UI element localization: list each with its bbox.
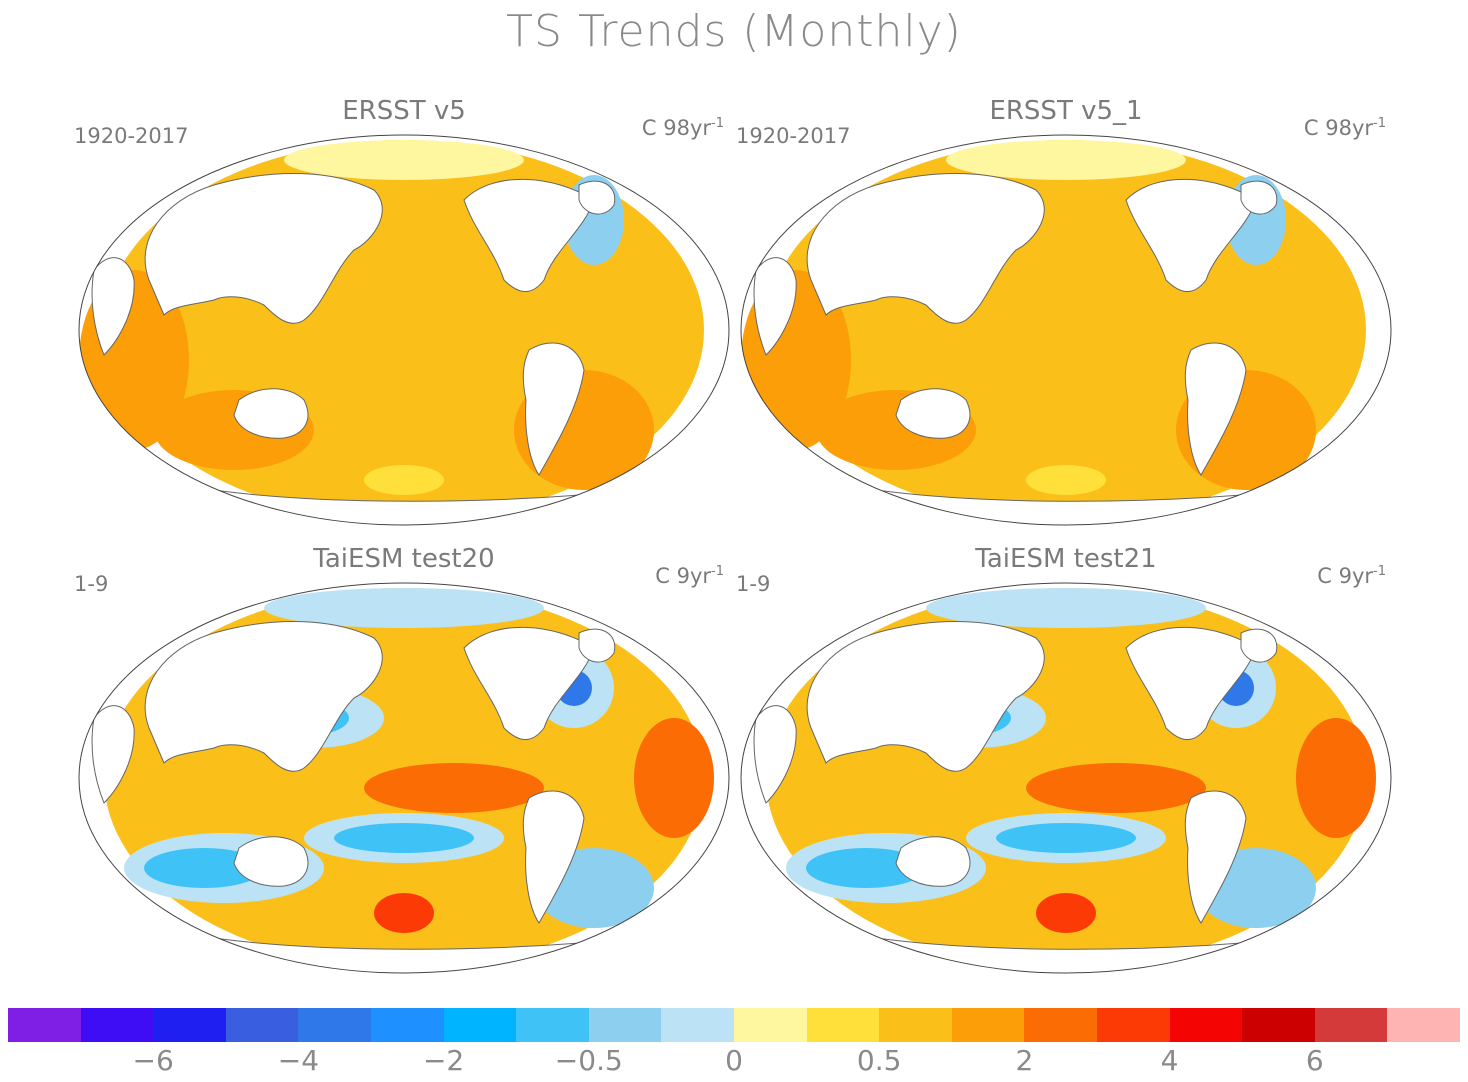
trend-region (1026, 465, 1106, 495)
world-map (740, 134, 1392, 526)
units-label: C 9yr-1 (1317, 564, 1386, 588)
landmass (578, 628, 616, 663)
colorbar-segment (443, 1008, 517, 1042)
landmass (753, 257, 797, 356)
landmass (1240, 180, 1278, 215)
landmass (1184, 342, 1247, 476)
landmass (895, 836, 971, 887)
trend-region (374, 893, 434, 933)
colorbar-tick-label: −2 (422, 1044, 465, 1077)
colorbar-segment (879, 1008, 952, 1042)
trend-region (1036, 893, 1096, 933)
panel-title: TaiESM test20 (313, 544, 495, 574)
units-label: C 98yr-1 (1303, 116, 1386, 140)
landmass (753, 705, 797, 804)
colorbar-tick-label: 4 (1160, 1044, 1179, 1077)
trend-region (926, 588, 1206, 628)
period-label: 1-9 (74, 572, 109, 596)
panel-title: TaiESM test21 (975, 544, 1157, 574)
world-map (78, 134, 730, 526)
trend-region (946, 140, 1186, 180)
ocean-field (91, 588, 714, 973)
colorbar (8, 1008, 1460, 1042)
landmass (463, 626, 595, 740)
colorbar-tick-label: 0 (725, 1044, 743, 1077)
colorbar-segment (1024, 1008, 1097, 1042)
landmass (806, 173, 1045, 324)
period-label: 1920-2017 (74, 124, 189, 148)
trend-region (264, 588, 544, 628)
landmass (144, 173, 383, 324)
colorbar-segment (225, 1008, 299, 1042)
units-label: C 98yr-1 (641, 116, 724, 140)
colorbar-segment (370, 1008, 444, 1042)
colorbar-segment (8, 1008, 81, 1042)
landmass (233, 836, 309, 887)
panel-title: ERSST v5_1 (989, 96, 1143, 126)
trend-region (334, 823, 474, 853)
landmass (1125, 178, 1257, 292)
colorbar-segment (951, 1008, 1025, 1042)
colorbar-tick-label: 2 (1015, 1044, 1034, 1077)
colorbar-tick-label: −6 (132, 1044, 174, 1077)
colorbar-segment (661, 1008, 734, 1042)
trend-region (144, 848, 264, 888)
ocean-field (741, 140, 1366, 525)
trend-region (1026, 763, 1206, 813)
trend-region (284, 140, 524, 180)
colorbar-segment (516, 1008, 589, 1042)
landmass (463, 178, 595, 292)
trend-region (806, 848, 926, 888)
landmass (895, 388, 971, 439)
colorbar-segment (1387, 1008, 1460, 1042)
colorbar-segment (806, 1008, 880, 1042)
colorbar-tick-label: −0.5 (554, 1044, 623, 1077)
landmass (233, 388, 309, 439)
colorbar-tick-label: 0.5 (856, 1044, 902, 1077)
world-map (740, 582, 1392, 974)
landmass (144, 621, 383, 772)
colorbar-tick-label: −4 (277, 1044, 320, 1077)
landmass (91, 257, 135, 356)
landmass (1125, 626, 1257, 740)
colorbar-segment (153, 1008, 226, 1042)
period-label: 1920-2017 (736, 124, 851, 148)
colorbar-segment (733, 1008, 807, 1042)
colorbar-segment (298, 1008, 371, 1042)
landmass (522, 790, 585, 924)
colorbar-segment (1096, 1008, 1170, 1042)
trend-region (364, 763, 544, 813)
trend-region (1296, 718, 1376, 838)
ocean-field (79, 140, 704, 525)
period-label: 1-9 (736, 572, 771, 596)
map-panel-taiesm-test21: TaiESM test21 1-9 C 9yr-1 (736, 544, 1396, 974)
landmass (806, 621, 1045, 772)
colorbar-tick-label: 6 (1305, 1044, 1324, 1077)
colorbar-segment (80, 1008, 154, 1042)
trend-region (634, 718, 714, 838)
map-panel-ersst-v5-1: ERSST v5_1 1920-2017 C 98yr-1 (736, 96, 1396, 526)
landmass (522, 342, 585, 476)
map-boundary (740, 582, 1392, 974)
colorbar-segment (1169, 1008, 1243, 1042)
world-map (78, 582, 730, 974)
map-boundary (78, 582, 730, 974)
ocean-field (753, 588, 1376, 973)
colorbar-segment (588, 1008, 662, 1042)
landmass (1240, 628, 1278, 663)
colorbar-segment (1314, 1008, 1388, 1042)
units-label: C 9yr-1 (655, 564, 724, 588)
trend-region (996, 823, 1136, 853)
map-boundary (740, 134, 1392, 526)
map-panel-taiesm-test20: TaiESM test20 1-9 C 9yr-1 (74, 544, 734, 974)
landmass (1184, 790, 1247, 924)
colorbar-segment (1242, 1008, 1315, 1042)
landmass (578, 180, 616, 215)
map-panel-ersst-v5: ERSST v5 1920-2017 C 98yr-1 (74, 96, 734, 526)
trend-region (364, 465, 444, 495)
landmass (91, 705, 135, 804)
figure-title: TS Trends (Monthly) (506, 6, 962, 57)
map-boundary (78, 134, 730, 526)
panel-title: ERSST v5 (342, 96, 466, 126)
